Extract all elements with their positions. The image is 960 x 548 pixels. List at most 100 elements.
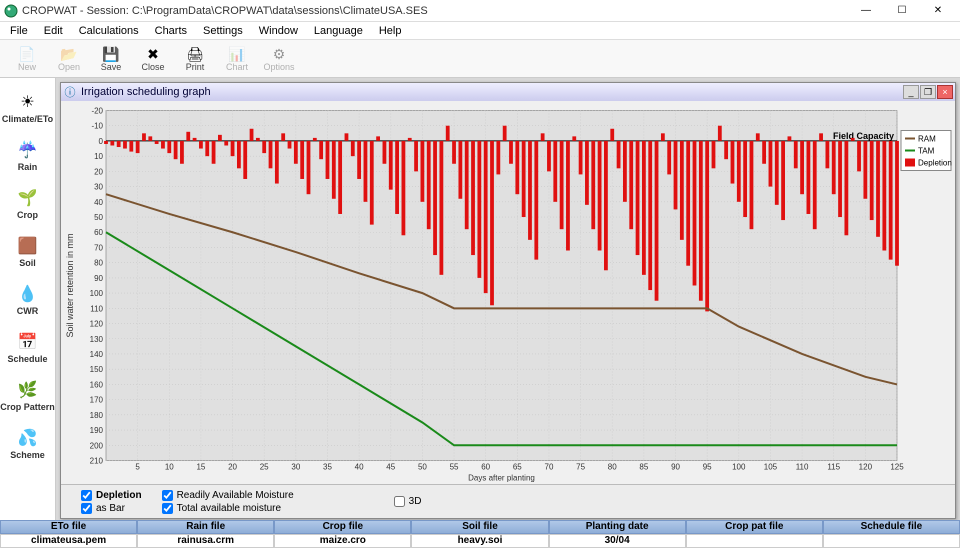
maximize-button[interactable]: ☐ [884,0,920,22]
sidebar-item-cwr[interactable]: 💧CWR [0,278,55,326]
cwr-icon: 💧 [18,284,38,304]
status-header: Crop file [274,520,411,534]
toolbar: 📄New📂Open💾Save✖Close🖨Print📊Chart⚙Options [0,40,960,78]
svg-text:40: 40 [94,198,103,207]
sidebar-item-schedule[interactable]: 📅Schedule [0,326,55,374]
minimize-button[interactable]: — [848,0,884,22]
svg-text:10: 10 [165,463,174,472]
status-value: climateusa.pem [0,534,137,548]
chart-options: Depletion as Bar Readily Available Moist… [61,484,955,518]
chart-icon: 📊 [228,46,245,62]
svg-text:160: 160 [90,380,104,389]
toolbar-save-button[interactable]: 💾Save [92,44,130,74]
depletion-checkbox[interactable]: Depletion [81,490,142,501]
print-icon: 🖨 [186,46,204,62]
svg-text:80: 80 [608,463,617,472]
svg-text:50: 50 [94,213,103,222]
svg-text:0: 0 [99,137,104,146]
svg-text:TAM: TAM [918,147,935,156]
svg-text:95: 95 [703,463,712,472]
mdi-minimize-button[interactable]: _ [903,85,919,99]
menu-window[interactable]: Window [253,24,304,38]
menu-charts[interactable]: Charts [149,24,193,38]
svg-text:10: 10 [94,152,103,161]
svg-text:30: 30 [94,183,103,192]
status-value: rainusa.crm [137,534,274,548]
toolbar-close-button[interactable]: ✖Close [134,44,172,74]
sidebar-item-climateeto[interactable]: ☀Climate/ETo [0,86,55,134]
svg-text:120: 120 [90,320,104,329]
menu-edit[interactable]: Edit [38,24,69,38]
3d-checkbox[interactable]: 3D [394,496,422,507]
svg-text:RAM: RAM [918,135,936,144]
toolbar-options-button: ⚙Options [260,44,298,74]
irrigation-chart: -20-100102030405060708090100110120130140… [61,101,955,484]
svg-text:80: 80 [94,259,103,268]
menu-help[interactable]: Help [373,24,408,38]
info-icon: ⓘ [63,85,77,99]
status-value: 30/04 [549,534,686,548]
sidebar: ☀Climate/ETo☔Rain🌱Crop🟫Soil💧CWR📅Schedule… [0,78,56,520]
mdi-title: Irrigation scheduling graph [81,86,903,98]
svg-text:170: 170 [90,396,104,405]
svg-text:40: 40 [355,463,364,472]
menu-language[interactable]: Language [308,24,369,38]
status-value: maize.cro [274,534,411,548]
sidebar-item-rain[interactable]: ☔Rain [0,134,55,182]
asbar-checkbox[interactable]: as Bar [81,503,142,514]
mdi-restore-button[interactable]: ❐ [920,85,936,99]
svg-text:-20: -20 [91,107,103,116]
tam-checkbox[interactable]: Total available moisture [162,503,294,514]
sidebar-item-crop[interactable]: 🌱Crop [0,182,55,230]
menu-file[interactable]: File [4,24,34,38]
status-value [823,534,960,548]
svg-text:105: 105 [764,463,778,472]
ram-checkbox[interactable]: Readily Available Moisture [162,490,294,501]
svg-text:100: 100 [90,289,104,298]
svg-text:50: 50 [418,463,427,472]
toolbar-new-button: 📄New [8,44,46,74]
svg-text:90: 90 [94,274,103,283]
toolbar-open-button: 📂Open [50,44,88,74]
svg-text:Field Capacity: Field Capacity [833,131,894,141]
svg-text:100: 100 [732,463,746,472]
status-header: Schedule file [823,520,960,534]
status-table: ETo fileRain fileCrop fileSoil filePlant… [0,520,960,548]
sidebar-item-scheme[interactable]: 💦Scheme [0,422,55,470]
svg-text:110: 110 [90,304,103,313]
status-header: Planting date [549,520,686,534]
svg-text:20: 20 [228,463,237,472]
mdi-close-button[interactable]: × [937,85,953,99]
menu-settings[interactable]: Settings [197,24,249,38]
status-header: Soil file [411,520,548,534]
svg-text:20: 20 [94,167,103,176]
app-icon [4,4,18,18]
window-title: CROPWAT - Session: C:\ProgramData\CROPWA… [22,5,848,17]
svg-text:125: 125 [890,463,904,472]
status-header: Rain file [137,520,274,534]
new-icon: 📄 [18,46,35,62]
svg-text:65: 65 [513,463,522,472]
options-icon: ⚙ [273,46,286,62]
svg-text:Depletion: Depletion [918,159,952,168]
svg-text:200: 200 [90,441,104,450]
close-icon: ✖ [147,46,159,62]
close-button[interactable]: ✕ [920,0,956,22]
svg-text:120: 120 [859,463,873,472]
svg-text:70: 70 [94,243,103,252]
mdi-titlebar: ⓘ Irrigation scheduling graph _ ❐ × [61,83,955,101]
save-icon: 💾 [102,46,119,62]
menu-calculations[interactable]: Calculations [73,24,145,38]
svg-text:85: 85 [639,463,648,472]
sidebar-item-soil[interactable]: 🟫Soil [0,230,55,278]
toolbar-chart-button: 📊Chart [218,44,256,74]
svg-text:110: 110 [796,463,809,472]
menubar: File Edit Calculations Charts Settings Window… [0,22,960,40]
status-value [686,534,823,548]
svg-text:Soil water retention in mm: Soil water retention in mm [65,233,75,337]
app-titlebar: CROPWAT - Session: C:\ProgramData\CROPWA… [0,0,960,22]
svg-text:Days after planting: Days after planting [468,474,535,483]
toolbar-print-button[interactable]: 🖨Print [176,44,214,74]
svg-text:15: 15 [196,463,205,472]
sidebar-item-croppattern[interactable]: 🌿Crop Pattern [0,374,55,422]
